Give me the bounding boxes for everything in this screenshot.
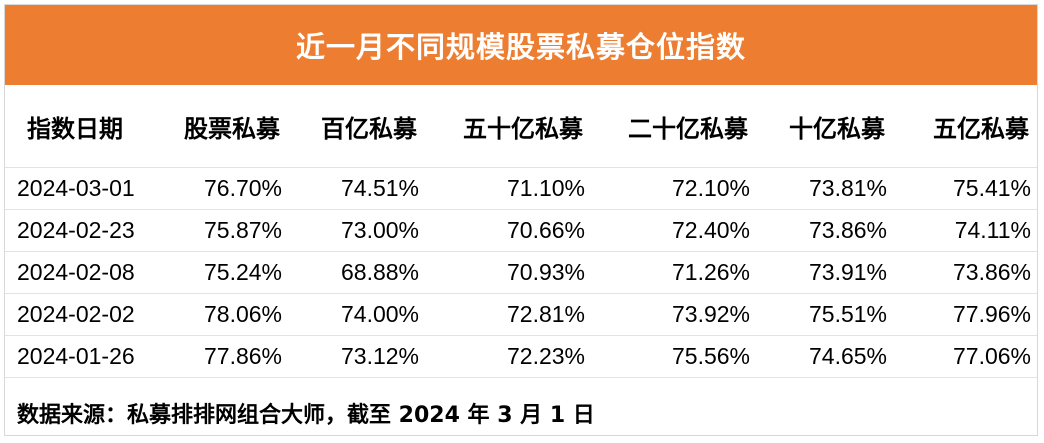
value-cell: 75.56% [591,335,756,378]
column-header-stock-private-fund: 股票私募 [157,85,288,168]
value-cell: 72.10% [591,167,756,210]
data-source-note: 数据来源：私募排排网组合大师，截至 2024 年 3 月 1 日 [17,403,595,428]
value-cell: 70.66% [425,209,591,252]
date-cell: 2024-02-23 [5,209,157,252]
value-cell: 73.86% [893,251,1037,294]
value-cell: 78.06% [157,293,288,336]
value-cell: 75.41% [893,167,1037,210]
table-row: 2024-02-23 75.87% 73.00% 70.66% 72.40% 7… [5,209,1037,252]
value-cell: 72.23% [425,335,591,378]
value-cell: 73.92% [591,293,756,336]
value-cell: 70.93% [425,251,591,294]
value-cell: 73.86% [756,209,893,252]
table-card: 近一月不同规模股票私募仓位指数 指数日期 股票私募 百亿私募 五十亿私募 二十亿… [4,4,1038,436]
column-header-1b-private-fund: 十亿私募 [756,85,893,168]
value-cell: 76.70% [157,167,288,210]
value-cell: 74.11% [893,209,1037,252]
value-cell: 71.26% [591,251,756,294]
date-cell: 2024-01-26 [5,335,157,378]
value-cell: 74.65% [756,335,893,378]
table-row: 2024-02-02 78.06% 74.00% 72.81% 73.92% 7… [5,293,1037,336]
column-header-2b-private-fund: 二十亿私募 [591,85,756,168]
column-header-500m-private-fund: 五亿私募 [893,85,1037,168]
value-cell: 77.06% [893,335,1037,378]
value-cell: 75.24% [157,251,288,294]
column-header-date: 指数日期 [5,85,157,168]
value-cell: 77.96% [893,293,1037,336]
value-cell: 77.86% [157,335,288,378]
table-row: 2024-02-08 75.24% 68.88% 70.93% 71.26% 7… [5,251,1037,294]
table-row: 2024-03-01 76.70% 74.51% 71.10% 72.10% 7… [5,167,1037,210]
value-cell: 73.81% [756,167,893,210]
value-cell: 73.91% [756,251,893,294]
value-cell: 72.40% [591,209,756,252]
position-index-table: 指数日期 股票私募 百亿私募 五十亿私募 二十亿私募 十亿私募 五亿私募 202… [5,85,1037,378]
value-cell: 74.51% [288,167,425,210]
value-cell: 73.00% [288,209,425,252]
value-cell: 74.00% [288,293,425,336]
column-header-10b-private-fund: 百亿私募 [288,85,425,168]
value-cell: 72.81% [425,293,591,336]
value-cell: 73.12% [288,335,425,378]
table-title: 近一月不同规模股票私募仓位指数 [5,5,1037,85]
date-cell: 2024-02-08 [5,251,157,294]
column-header-5b-private-fund: 五十亿私募 [425,85,591,168]
date-cell: 2024-03-01 [5,167,157,210]
value-cell: 75.87% [157,209,288,252]
header-row: 指数日期 股票私募 百亿私募 五十亿私募 二十亿私募 十亿私募 五亿私募 [5,85,1037,168]
value-cell: 68.88% [288,251,425,294]
table-row: 2024-01-26 77.86% 73.12% 72.23% 75.56% 7… [5,335,1037,378]
value-cell: 71.10% [425,167,591,210]
value-cell: 75.51% [756,293,893,336]
date-cell: 2024-02-02 [5,293,157,336]
